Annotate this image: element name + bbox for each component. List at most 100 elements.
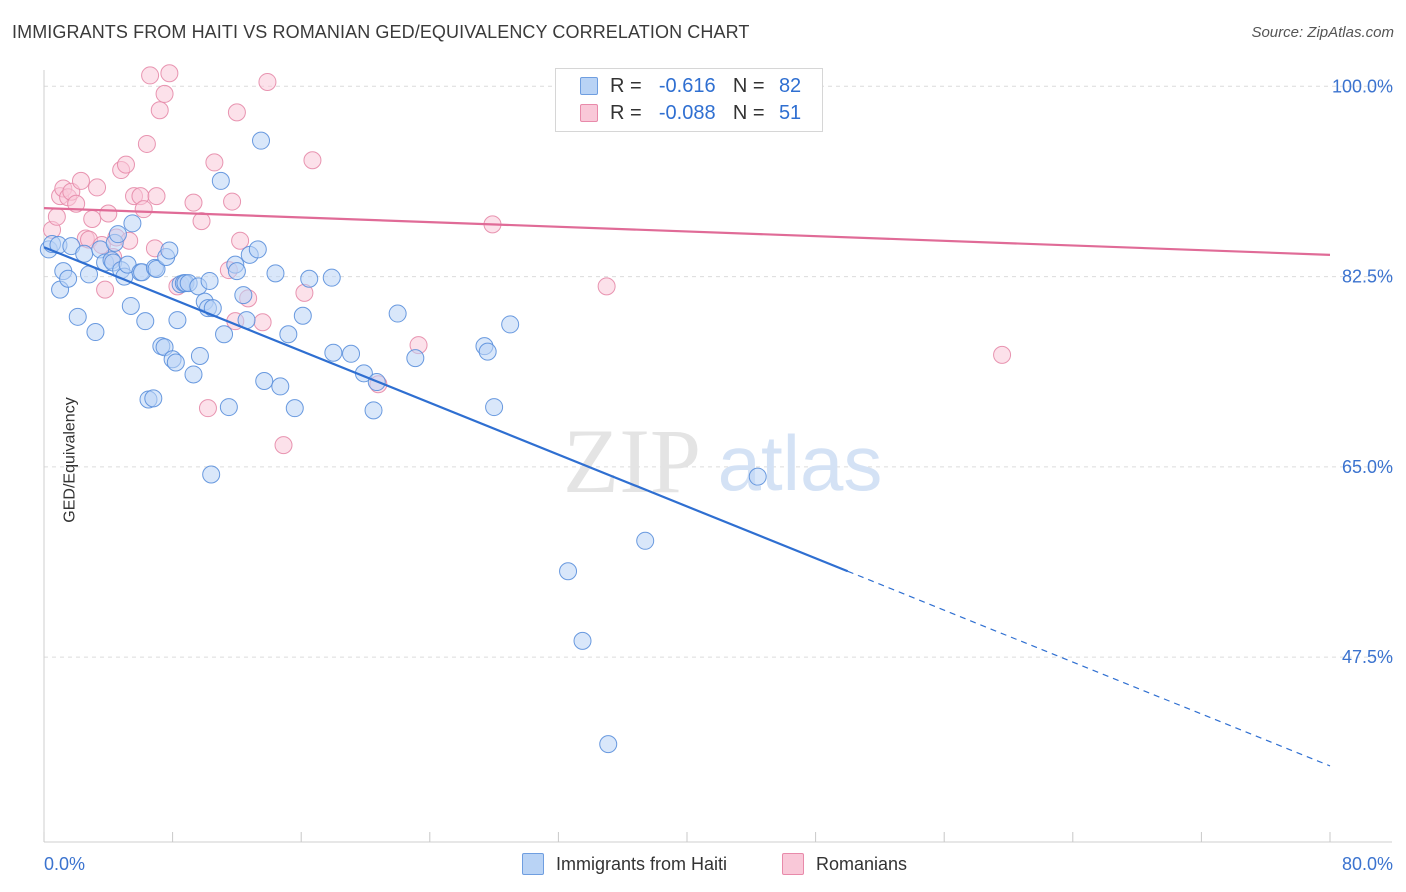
legend-r-label: R = <box>610 74 642 97</box>
data-point <box>324 343 343 362</box>
data-point <box>253 313 272 332</box>
data-point <box>274 436 293 455</box>
watermark: ZIP atlas <box>563 410 882 512</box>
legend-n-label: N = <box>732 101 765 124</box>
blue-series <box>39 131 767 754</box>
data-point <box>71 171 90 190</box>
legend-swatch-blue <box>580 77 598 95</box>
data-point <box>223 192 242 211</box>
bottom-legend-swatch-blue <box>522 853 544 875</box>
legend-n-value-pink: 51 <box>778 101 802 124</box>
data-point <box>227 103 246 122</box>
data-point <box>67 194 86 213</box>
data-point <box>144 389 163 408</box>
data-point <box>137 134 156 153</box>
data-point <box>478 342 497 361</box>
data-point <box>83 209 102 228</box>
data-point <box>47 207 66 226</box>
data-point <box>300 269 319 288</box>
y-tick-label: 65.0% <box>1342 457 1393 477</box>
data-point <box>59 269 78 288</box>
data-point <box>485 398 504 417</box>
data-point <box>322 268 341 287</box>
data-point <box>364 401 383 420</box>
data-point <box>597 277 616 296</box>
data-point <box>198 399 217 418</box>
legend-row-pink: R = -0.088 N = 51 <box>580 100 810 126</box>
data-point <box>205 153 224 172</box>
bottom-legend-swatch-pink <box>782 853 804 875</box>
data-point <box>168 311 187 330</box>
data-point <box>234 286 253 305</box>
watermark-zip: ZIP <box>563 410 701 512</box>
data-point <box>136 312 155 331</box>
data-point <box>116 155 135 174</box>
legend-n-value-blue: 82 <box>778 74 802 97</box>
data-point <box>203 299 222 318</box>
data-point <box>86 323 105 342</box>
legend-n-label: N = <box>732 74 765 97</box>
data-point <box>121 296 140 315</box>
data-point <box>293 306 312 325</box>
x-tick-label: 0.0% <box>44 854 85 874</box>
data-point <box>388 304 407 323</box>
y-tick-label: 100.0% <box>1332 76 1393 96</box>
tick-labels: 47.5% 65.0% 82.5% 100.0% 0.0% 80.0% <box>44 76 1393 874</box>
data-point <box>406 349 425 368</box>
pink-series <box>43 64 1012 455</box>
data-point <box>68 307 87 326</box>
bottom-legend-blue: Immigrants from Haiti <box>522 852 727 876</box>
data-point <box>96 280 115 299</box>
watermark-atlas: atlas <box>718 419 883 507</box>
data-point <box>75 244 94 263</box>
y-tick-label: 47.5% <box>1342 647 1393 667</box>
data-point <box>88 178 107 197</box>
legend-r-value-pink: -0.088 <box>658 101 716 124</box>
data-point <box>266 264 285 283</box>
legend-swatch-pink <box>580 104 598 122</box>
data-point <box>231 231 250 250</box>
data-point <box>160 241 179 260</box>
data-point <box>599 735 618 754</box>
data-point <box>123 214 142 233</box>
data-point <box>227 262 246 281</box>
x-tick-label: 80.0% <box>1342 854 1393 874</box>
data-point <box>192 212 211 231</box>
axes <box>43 70 1392 843</box>
data-point <box>279 325 298 344</box>
data-point <box>219 398 238 417</box>
chart-title: IMMIGRANTS FROM HAITI VS ROMANIAN GED/EQ… <box>12 22 750 42</box>
bottom-legend-label-blue: Immigrants from Haiti <box>556 853 728 874</box>
trend-line-solid <box>43 206 1331 256</box>
data-point <box>155 84 174 103</box>
data-point <box>190 346 209 365</box>
data-point <box>993 345 1012 364</box>
data-point <box>559 562 578 581</box>
data-point <box>200 271 219 290</box>
data-point <box>166 353 185 372</box>
data-point <box>501 315 520 334</box>
data-point <box>342 344 361 363</box>
legend-r-value-blue: -0.616 <box>658 74 716 97</box>
stats-legend: R = -0.616 N = 82 R = -0.088 N = 51 <box>555 68 823 132</box>
data-point <box>285 399 304 418</box>
data-point <box>108 225 127 244</box>
data-point <box>211 171 230 190</box>
bottom-legend-label-pink: Romanians <box>816 853 908 874</box>
data-point <box>160 64 179 83</box>
chart-source: Source: ZipAtlas.com <box>1251 24 1394 41</box>
data-point <box>252 131 271 150</box>
legend-row-blue: R = -0.616 N = 82 <box>580 73 810 99</box>
data-point <box>184 365 203 384</box>
data-point <box>748 467 767 486</box>
data-point <box>636 531 655 550</box>
data-point <box>184 193 203 212</box>
y-axis-label: GED/Equivalency <box>61 397 79 523</box>
data-point <box>141 66 160 85</box>
data-point <box>150 101 169 120</box>
data-point <box>147 187 166 206</box>
data-point <box>134 200 153 219</box>
legend-r-label: R = <box>610 101 642 124</box>
bottom-legend-pink: Romanians <box>782 852 907 876</box>
